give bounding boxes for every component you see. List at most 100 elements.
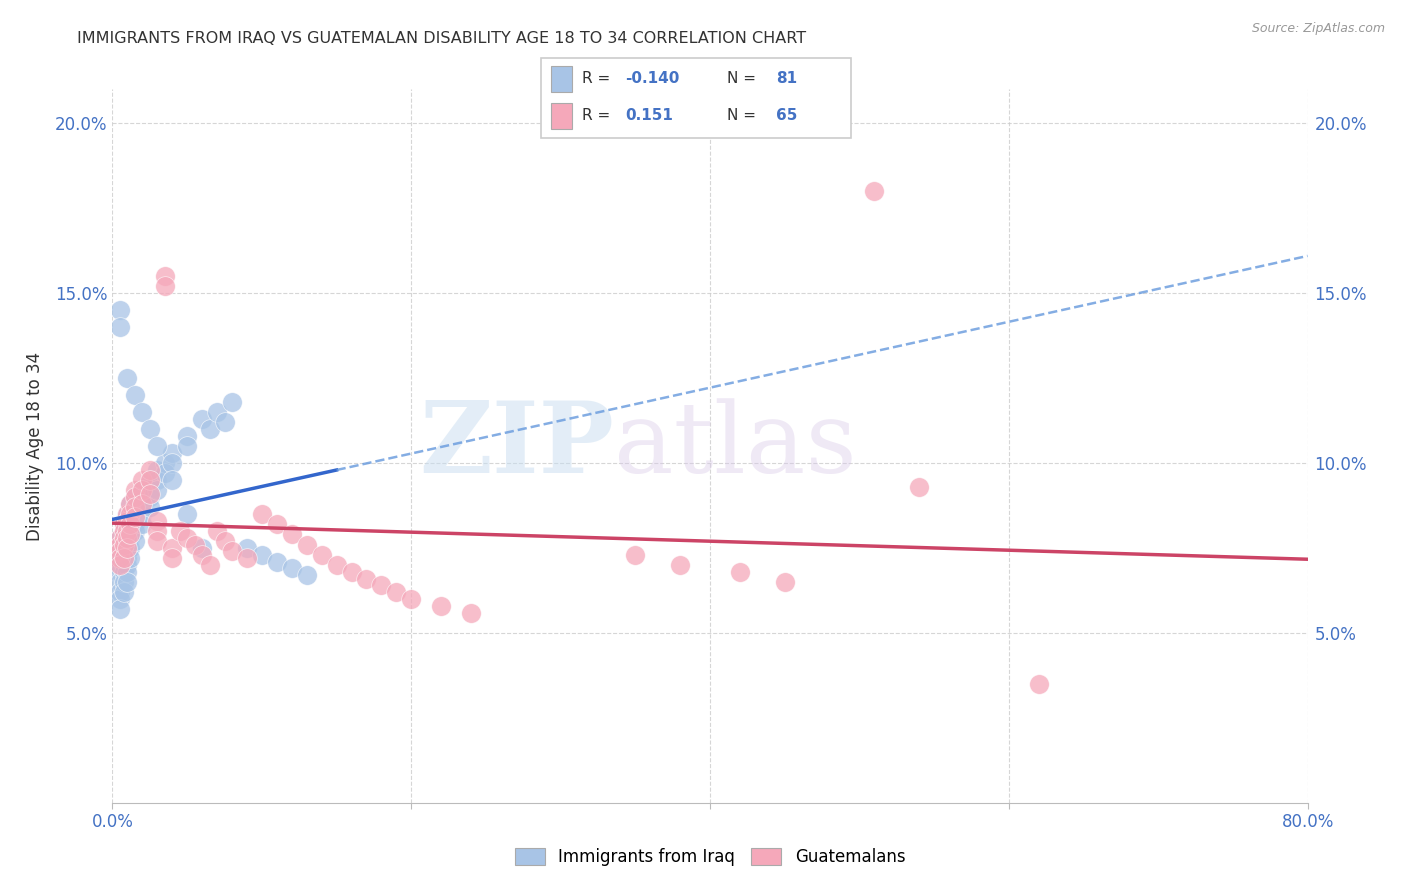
Point [669, 558, 692, 572]
Point [281, 527, 304, 541]
Point [139, 473, 162, 487]
Point [117, 541, 139, 555]
Point [139, 463, 162, 477]
Point [176, 439, 198, 453]
Point [124, 388, 146, 402]
Point [117, 531, 139, 545]
Point [114, 531, 135, 545]
Point [370, 578, 392, 592]
Text: 81: 81 [776, 71, 797, 87]
Point [114, 517, 135, 532]
Text: N =: N = [727, 71, 761, 87]
Point [146, 514, 169, 528]
Point [120, 527, 142, 541]
Point [114, 537, 135, 551]
Point [131, 507, 153, 521]
Point [124, 500, 146, 515]
Point [176, 429, 198, 443]
Text: N =: N = [727, 108, 761, 123]
Point [108, 303, 131, 318]
Point [146, 473, 169, 487]
Point [108, 551, 131, 566]
Point [114, 517, 135, 532]
Point [114, 524, 135, 538]
Point [266, 517, 288, 532]
Point [356, 572, 378, 586]
Point [114, 551, 135, 566]
Point [124, 510, 146, 524]
Point [117, 524, 139, 538]
Point [114, 585, 135, 599]
Text: atlas: atlas [614, 398, 858, 494]
Point [236, 541, 259, 555]
Point [124, 524, 146, 538]
Point [401, 591, 423, 606]
Point [114, 551, 135, 566]
Point [863, 184, 886, 198]
Point [624, 548, 647, 562]
Point [236, 551, 259, 566]
Point [117, 551, 139, 566]
Point [146, 524, 169, 538]
Point [120, 531, 142, 545]
Text: R =: R = [582, 108, 614, 123]
Point [162, 473, 183, 487]
Point [108, 531, 131, 545]
Point [146, 439, 169, 453]
Point [162, 446, 183, 460]
Point [191, 541, 214, 555]
Point [340, 565, 363, 579]
Point [325, 558, 347, 572]
Point [108, 531, 131, 545]
Point [120, 507, 142, 521]
Point [117, 514, 139, 528]
Point [114, 524, 135, 538]
Point [108, 585, 131, 599]
Text: IMMIGRANTS FROM IRAQ VS GUATEMALAN DISABILITY AGE 18 TO 34 CORRELATION CHART: IMMIGRANTS FROM IRAQ VS GUATEMALAN DISAB… [77, 31, 807, 46]
Point [162, 456, 183, 470]
Point [773, 574, 796, 589]
Point [191, 412, 214, 426]
Point [117, 524, 139, 538]
Point [131, 405, 153, 419]
Point [117, 514, 139, 528]
Point [124, 490, 146, 504]
Point [131, 473, 153, 487]
Point [131, 490, 153, 504]
Point [295, 537, 318, 551]
Point [108, 558, 131, 572]
Point [117, 371, 139, 385]
Point [281, 561, 304, 575]
Point [250, 507, 273, 521]
Point [295, 568, 318, 582]
Text: Source: ZipAtlas.com: Source: ZipAtlas.com [1251, 22, 1385, 36]
Point [117, 531, 139, 545]
Point [117, 558, 139, 572]
Point [430, 599, 453, 613]
Point [108, 558, 131, 572]
Point [117, 507, 139, 521]
Point [108, 537, 131, 551]
Point [120, 497, 142, 511]
Point [728, 565, 751, 579]
Point [108, 602, 131, 616]
Point [198, 558, 221, 572]
Point [183, 537, 205, 551]
Point [139, 486, 162, 500]
Point [169, 524, 191, 538]
Text: -0.140: -0.140 [624, 71, 679, 87]
Point [131, 497, 153, 511]
Point [108, 537, 131, 551]
Text: 0.151: 0.151 [624, 108, 672, 123]
Point [131, 483, 153, 498]
Point [120, 551, 142, 566]
Point [108, 591, 131, 606]
Point [114, 544, 135, 558]
Point [114, 531, 135, 545]
Point [117, 565, 139, 579]
Point [120, 524, 142, 538]
Point [124, 497, 146, 511]
Point [124, 534, 146, 549]
Point [139, 490, 162, 504]
Text: R =: R = [582, 71, 614, 87]
